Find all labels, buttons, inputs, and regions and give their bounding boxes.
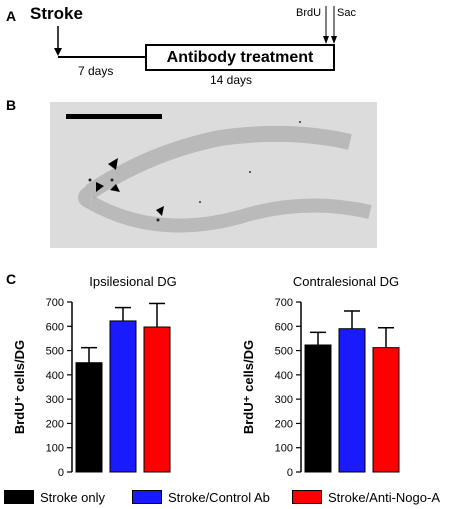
y-tick-label: 400: [46, 370, 64, 382]
legend-stroke-only: Stroke only: [4, 488, 105, 506]
y-tick-label: 100: [46, 443, 64, 455]
bar: [75, 362, 103, 473]
scale-bar: [66, 114, 162, 119]
stroke-label: Stroke: [30, 4, 83, 23]
treatment-label: Antibody treatment: [166, 49, 314, 66]
y-tick-label: 700: [275, 297, 293, 309]
y-tick-label: 500: [275, 346, 293, 358]
y-tick-label: 500: [46, 346, 64, 358]
stroke-arrowhead: [54, 48, 62, 56]
legend-swatch: [4, 490, 34, 504]
panel-label-c: C: [6, 271, 17, 287]
y-tick-label: 700: [46, 297, 64, 309]
days-treatment-label: 14 days: [210, 73, 253, 87]
y-tick-label: 300: [275, 394, 293, 406]
bar: [143, 326, 171, 473]
legend-swatch: [132, 490, 162, 504]
sac-label: Sac: [337, 7, 356, 19]
legend-label: Stroke/Control Ab: [168, 489, 270, 505]
chart-title-contralesional: Contralesional DG: [292, 274, 400, 289]
legend-label: Stroke only: [40, 489, 106, 505]
legend-swatch: [292, 490, 322, 504]
cell-arrowhead: [110, 184, 120, 192]
bar: [372, 347, 400, 473]
y-tick-label: 600: [275, 321, 293, 333]
chart-contralesional: 0 100 200 300 400 500 600 700 BrdU⁺ cells/DG: [241, 297, 400, 479]
legend-anti-nogo: Stroke/Anti-Nogo-A: [292, 488, 440, 506]
legend-label: Stroke/Anti-Nogo-A: [328, 489, 440, 505]
treatment-box: [145, 44, 335, 71]
cell-arrowhead: [156, 206, 164, 216]
cell-arrowhead: [108, 158, 118, 170]
chart-title-ipsilesional: Ipsilesional DG: [89, 274, 177, 289]
sac-arrowhead: [331, 36, 337, 44]
chart-ipsilesional: 0 100 200 300 400 500 600 700 BrdU⁺ cells/DG: [12, 297, 171, 479]
bar: [304, 344, 332, 473]
y-axis-label: BrdU⁺ cells/DG: [12, 340, 27, 434]
panel-label-b: B: [6, 97, 17, 113]
bar: [338, 328, 366, 473]
dentate-gyrus-micrograph: [50, 102, 377, 248]
timeline-diagram: [54, 6, 337, 71]
y-tick-label: 200: [46, 418, 64, 430]
y-tick-label: 200: [275, 418, 293, 430]
y-tick-label: 400: [275, 370, 293, 382]
legend-control-ab: Stroke/Control Ab: [132, 488, 270, 506]
brdu-arrowhead: [323, 36, 329, 44]
y-tick-label: 0: [58, 467, 64, 479]
y-tick-label: 0: [287, 467, 293, 479]
days-before-label: 7 days: [78, 64, 114, 78]
y-tick-label: 600: [46, 321, 64, 333]
y-tick-label: 300: [46, 394, 64, 406]
brdu-label: BrdU: [296, 7, 322, 19]
bar: [109, 320, 137, 473]
cell-arrowhead: [96, 182, 104, 192]
panel-label-a: A: [6, 8, 17, 24]
y-tick-label: 100: [275, 443, 293, 455]
y-axis-label: BrdU⁺ cells/DG: [241, 340, 256, 434]
